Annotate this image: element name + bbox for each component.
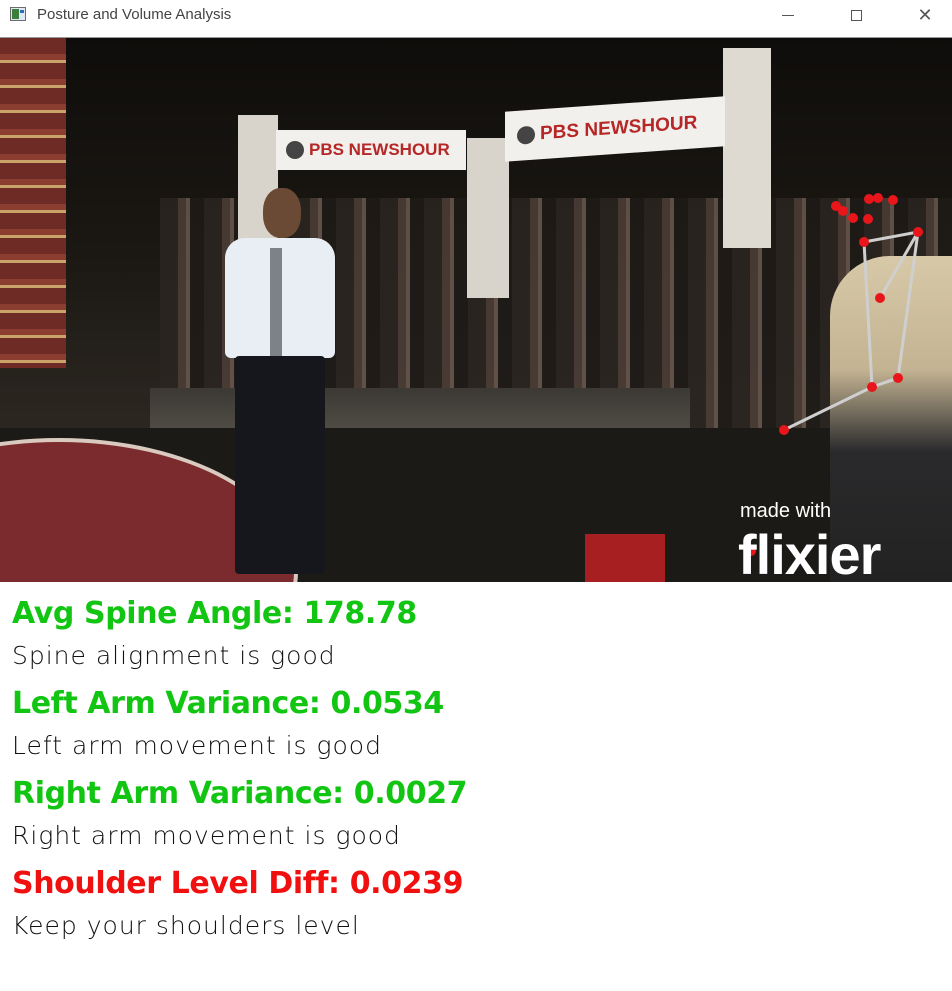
speaker-figure bbox=[225, 188, 335, 574]
right-arm-variance-message: Right arm movement is good bbox=[12, 821, 401, 850]
pbs-banner-left: PBS NEWSHOUR bbox=[276, 130, 466, 170]
skeleton-line bbox=[863, 230, 919, 244]
pbs-logo-icon bbox=[286, 141, 304, 159]
stage-column bbox=[723, 48, 771, 248]
keypoint bbox=[859, 237, 869, 247]
skeleton-line bbox=[862, 241, 874, 388]
title-bar: Posture and Volume Analysis ✕ bbox=[0, 0, 952, 30]
spine-angle-message: Spine alignment is good bbox=[12, 641, 336, 670]
speaker-head bbox=[263, 188, 301, 238]
speaker-tie bbox=[270, 248, 282, 363]
keypoint bbox=[838, 206, 848, 216]
metrics-panel: Avg Spine Angle: 178.78 Spine alignment … bbox=[0, 582, 952, 991]
watermark-small-text: made with bbox=[740, 500, 832, 522]
audience-member-foreground bbox=[830, 256, 952, 582]
speaker-pants bbox=[235, 356, 325, 574]
keypoint bbox=[867, 382, 877, 392]
pose-keypoints bbox=[746, 193, 923, 556]
minimize-icon bbox=[782, 14, 794, 16]
shoulder-level-title: Shoulder Level Diff: 0.0239 bbox=[12, 866, 464, 901]
shoulder-level-message: Keep your shoulders level bbox=[12, 911, 360, 940]
keypoint bbox=[864, 194, 874, 204]
maximize-button[interactable] bbox=[828, 0, 884, 30]
frame-divider bbox=[0, 37, 952, 38]
red-step bbox=[585, 534, 665, 582]
keypoint bbox=[888, 195, 898, 205]
banner-text: PBS NEWSHOUR bbox=[309, 140, 450, 159]
skeleton-line bbox=[783, 385, 873, 432]
window-title: Posture and Volume Analysis bbox=[37, 6, 232, 23]
keypoint bbox=[893, 373, 903, 383]
pose-overlay bbox=[746, 193, 923, 556]
watermark-brand: flixier bbox=[738, 523, 881, 582]
keypoint bbox=[875, 293, 885, 303]
stage-curtain bbox=[0, 38, 66, 368]
pose-skeleton bbox=[783, 230, 920, 432]
keypoint bbox=[863, 214, 873, 224]
keypoint bbox=[913, 227, 923, 237]
stage-column bbox=[467, 138, 509, 298]
left-arm-variance-title: Left Arm Variance: 0.0534 bbox=[12, 686, 444, 721]
close-button[interactable]: ✕ bbox=[897, 0, 952, 30]
spine-angle-title: Avg Spine Angle: 178.78 bbox=[12, 596, 417, 631]
keypoint bbox=[779, 425, 789, 435]
close-icon: ✕ bbox=[917, 4, 933, 26]
video-frame: PBS NEWSHOUR PBS NEWSHOUR bbox=[0, 38, 952, 582]
minimize-button[interactable] bbox=[760, 0, 816, 30]
app-icon bbox=[10, 7, 26, 21]
skeleton-line bbox=[878, 231, 920, 299]
keypoint bbox=[848, 213, 858, 223]
right-arm-variance-title: Right Arm Variance: 0.0027 bbox=[12, 776, 468, 811]
keypoint bbox=[873, 193, 883, 203]
keypoint bbox=[831, 201, 841, 211]
maximize-icon bbox=[850, 9, 862, 21]
keypoint bbox=[746, 546, 756, 556]
skeleton-line bbox=[896, 231, 920, 379]
left-arm-variance-message: Left arm movement is good bbox=[12, 731, 382, 760]
